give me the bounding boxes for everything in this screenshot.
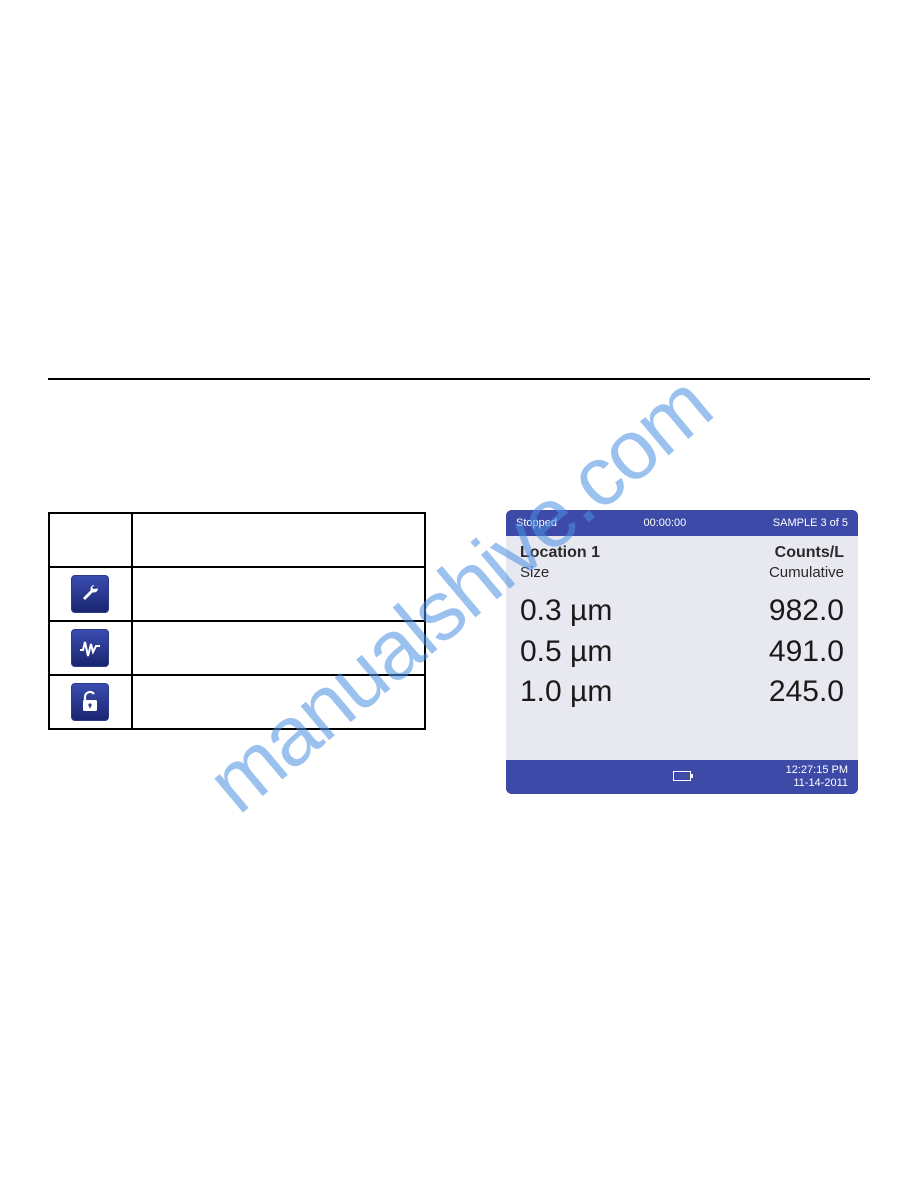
size-value: 0.5 µm <box>520 632 612 673</box>
status-label: Stopped <box>516 517 557 529</box>
icons-table <box>48 512 426 730</box>
cumulative-label: Cumulative <box>769 564 844 581</box>
desc-cell <box>132 621 425 675</box>
device-data-row: 0.3 µm 982.0 <box>520 591 844 632</box>
time-label: 12:27:15 PM <box>786 764 848 777</box>
counts-label: Counts/L <box>775 544 844 562</box>
device-data-row: 0.5 µm 491.0 <box>520 632 844 673</box>
table-header-icon <box>49 513 132 567</box>
device-topbar: Stopped 00:00:00 SAMPLE 3 of 5 <box>506 510 858 536</box>
icon-cell <box>49 675 132 729</box>
date-label: 11-14-2011 <box>786 777 848 790</box>
location-label: Location 1 <box>520 544 600 562</box>
count-value: 491.0 <box>769 632 844 673</box>
table-row <box>49 675 425 729</box>
unlock-icon <box>71 683 109 721</box>
table-row <box>49 567 425 621</box>
size-label: Size <box>520 564 549 581</box>
size-value: 1.0 µm <box>520 672 612 713</box>
size-value: 0.3 µm <box>520 591 612 632</box>
wrench-icon <box>71 575 109 613</box>
icon-cell <box>49 621 132 675</box>
count-value: 245.0 <box>769 672 844 713</box>
waveform-icon <box>71 629 109 667</box>
table-header-desc <box>132 513 425 567</box>
desc-cell <box>132 675 425 729</box>
icon-cell <box>49 567 132 621</box>
device-data-row: 1.0 µm 245.0 <box>520 672 844 713</box>
sample-label: SAMPLE 3 of 5 <box>773 517 848 529</box>
table-header-row <box>49 513 425 567</box>
device-screenshot: Stopped 00:00:00 SAMPLE 3 of 5 Location … <box>506 510 858 794</box>
divider <box>48 378 870 380</box>
table-row <box>49 621 425 675</box>
count-value: 982.0 <box>769 591 844 632</box>
device-subheader-row: Size Cumulative <box>520 564 844 581</box>
footer-time-block: 12:27:15 PM 11-14-2011 <box>786 764 848 790</box>
device-body: Location 1 Counts/L Size Cumulative 0.3 … <box>506 536 858 760</box>
device-footer: 12:27:15 PM 11-14-2011 <box>506 760 858 794</box>
device-header-row: Location 1 Counts/L <box>520 544 844 562</box>
battery-icon <box>673 771 691 781</box>
desc-cell <box>132 567 425 621</box>
timer-label: 00:00:00 <box>643 517 686 529</box>
